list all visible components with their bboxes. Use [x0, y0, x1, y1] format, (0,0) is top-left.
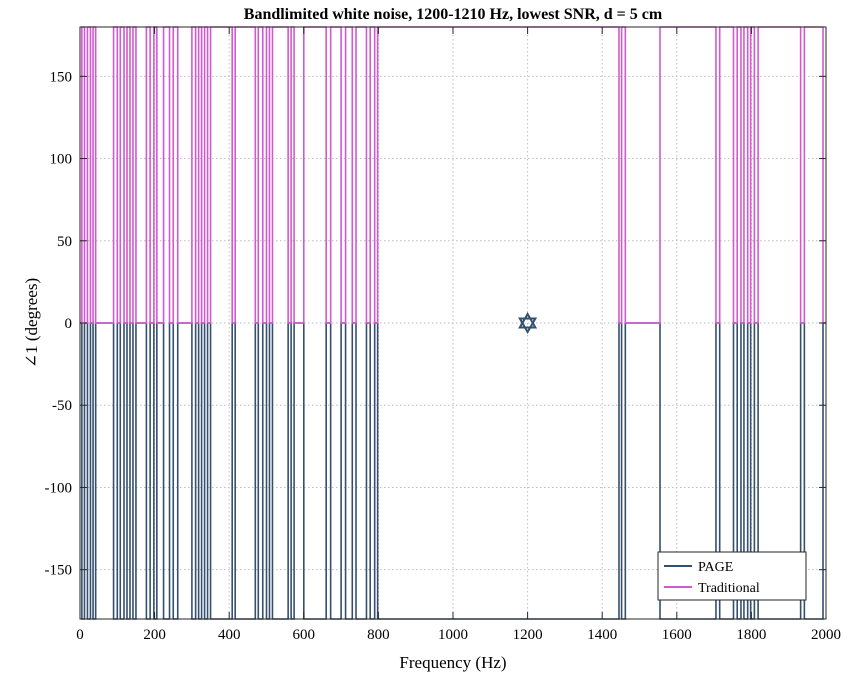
- x-tick-label: 1800: [736, 627, 766, 643]
- legend-entry-traditional: Traditional: [698, 581, 760, 596]
- y-tick-label: 100: [50, 152, 73, 168]
- legend-entry-page: PAGE: [698, 560, 733, 575]
- x-tick-label: 400: [218, 627, 241, 643]
- hexagram-marker: [518, 312, 538, 334]
- y-axis-label: ∠1 (degrees): [22, 278, 41, 368]
- y-tick-label: -50: [52, 398, 72, 414]
- y-tick-label: -150: [45, 563, 73, 579]
- marker-layer: [518, 312, 538, 334]
- legend-box: [657, 551, 807, 601]
- x-tick-label: 1600: [662, 627, 692, 643]
- x-tick-label: 1400: [587, 627, 617, 643]
- y-tick-label: 50: [57, 234, 72, 250]
- y-tick-labels: 150 100 50 0 -50 -100 -150: [45, 69, 73, 578]
- x-axis-label: Frequency (Hz): [399, 653, 506, 672]
- legend: PAGE Traditional: [657, 551, 807, 601]
- y-tick-label: -100: [45, 480, 73, 496]
- x-tick-label: 1200: [513, 627, 543, 643]
- chart-title: Bandlimited white noise, 1200-1210 Hz, l…: [244, 6, 663, 23]
- y-tick-label: 150: [50, 69, 73, 85]
- x-tick-label: 200: [143, 627, 166, 643]
- marker-triangle-up: [518, 312, 538, 329]
- x-tick-labels: 0 200 400 600 800 1000 1200 1400 1600 1800 2000: [76, 627, 841, 643]
- x-tick-label: 0: [76, 627, 84, 643]
- x-tick-label: 2000: [811, 627, 841, 643]
- marker-triangle-down: [518, 317, 538, 334]
- y-tick-label: 0: [65, 316, 73, 332]
- x-tick-label: 1000: [438, 627, 468, 643]
- x-tick-label: 800: [367, 627, 390, 643]
- tick-marks: [79, 27, 827, 619]
- x-tick-label: 600: [293, 627, 316, 643]
